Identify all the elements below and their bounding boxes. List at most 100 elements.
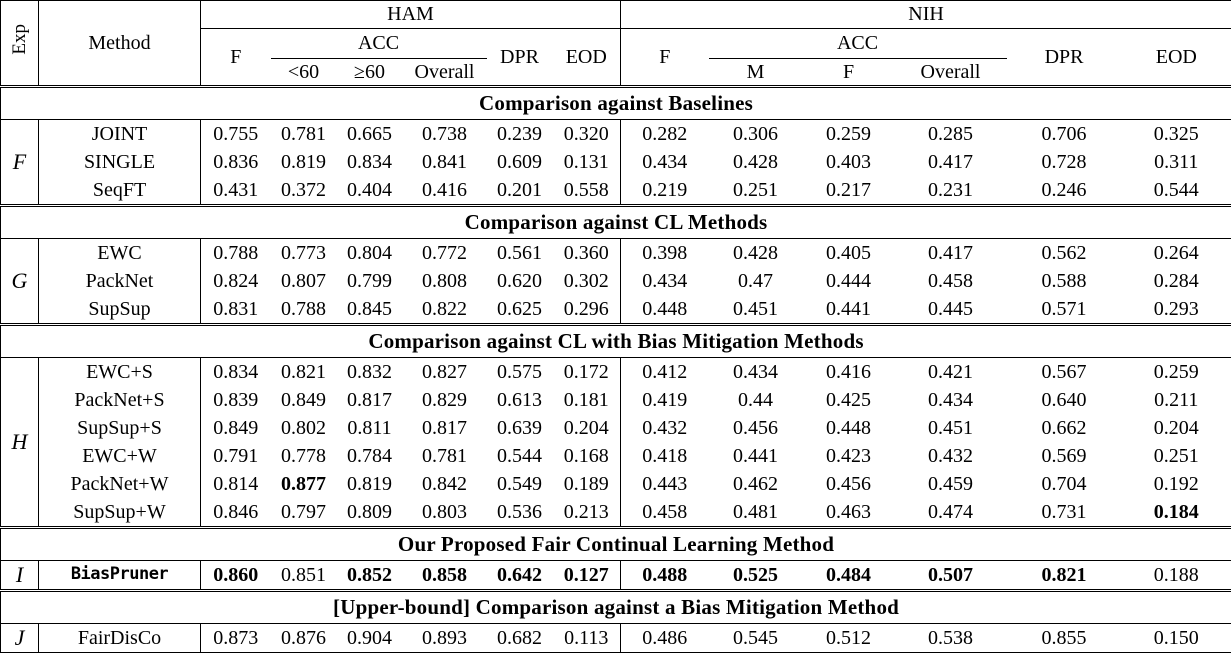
value-cell: 0.444 bbox=[803, 267, 895, 295]
value-cell: 0.811 bbox=[337, 414, 403, 442]
value-cell: 0.416 bbox=[403, 176, 487, 206]
value-cell: 0.459 bbox=[895, 470, 1007, 498]
value-cell: 0.458 bbox=[621, 498, 709, 528]
method-cell: PackNet bbox=[39, 267, 201, 295]
value-cell: 0.172 bbox=[553, 358, 621, 387]
value-cell: 0.251 bbox=[709, 176, 803, 206]
method-cell: SupSup+S bbox=[39, 414, 201, 442]
ham-dpr-header: DPR bbox=[487, 29, 553, 87]
method-cell: EWC+S bbox=[39, 358, 201, 387]
value-cell: 0.834 bbox=[337, 148, 403, 176]
value-cell: 0.434 bbox=[621, 267, 709, 295]
value-cell: 0.639 bbox=[487, 414, 553, 442]
value-cell: 0.839 bbox=[201, 386, 271, 414]
value-cell: 0.458 bbox=[895, 267, 1007, 295]
value-cell: 0.788 bbox=[201, 239, 271, 268]
value-cell: 0.807 bbox=[271, 267, 337, 295]
value-cell: 0.484 bbox=[803, 561, 895, 591]
ham-eod-header: EOD bbox=[553, 29, 621, 87]
value-cell: 0.567 bbox=[1007, 358, 1122, 387]
value-cell: 0.824 bbox=[201, 267, 271, 295]
value-cell: 0.620 bbox=[487, 267, 553, 295]
ham-acc-sub-ge60: ≥60 bbox=[337, 59, 403, 87]
exp-column-header: Exp bbox=[1, 1, 39, 87]
value-cell: 0.213 bbox=[553, 498, 621, 528]
value-cell: 0.284 bbox=[1122, 267, 1231, 295]
value-cell: 0.538 bbox=[895, 624, 1007, 653]
value-cell: 0.431 bbox=[201, 176, 271, 206]
value-cell: 0.544 bbox=[487, 442, 553, 470]
value-cell: 0.512 bbox=[803, 624, 895, 653]
value-cell: 0.456 bbox=[709, 414, 803, 442]
value-cell: 0.474 bbox=[895, 498, 1007, 528]
value-cell: 0.131 bbox=[553, 148, 621, 176]
value-cell: 0.772 bbox=[403, 239, 487, 268]
value-cell: 0.302 bbox=[553, 267, 621, 295]
exp-symbol: J bbox=[1, 624, 39, 653]
value-cell: 0.804 bbox=[337, 239, 403, 268]
ham-acc-sub-lt60: <60 bbox=[271, 59, 337, 87]
value-cell: 0.773 bbox=[271, 239, 337, 268]
value-cell: 0.246 bbox=[1007, 176, 1122, 206]
method-cell: FairDisCo bbox=[39, 624, 201, 653]
value-cell: 0.860 bbox=[201, 561, 271, 591]
section-title-row: Our Proposed Fair Continual Learning Met… bbox=[1, 528, 1231, 561]
value-cell: 0.704 bbox=[1007, 470, 1122, 498]
value-cell: 0.189 bbox=[553, 470, 621, 498]
value-cell: 0.778 bbox=[271, 442, 337, 470]
value-cell: 0.432 bbox=[621, 414, 709, 442]
value-cell: 0.665 bbox=[337, 120, 403, 149]
value-cell: 0.738 bbox=[403, 120, 487, 149]
nih-dpr-header: DPR bbox=[1007, 29, 1122, 87]
value-cell: 0.781 bbox=[271, 120, 337, 149]
value-cell: 0.372 bbox=[271, 176, 337, 206]
section-title: Our Proposed Fair Continual Learning Met… bbox=[1, 528, 1231, 561]
section-title: Comparison against CL Methods bbox=[1, 206, 1231, 239]
value-cell: 0.293 bbox=[1122, 295, 1231, 325]
value-cell: 0.425 bbox=[803, 386, 895, 414]
value-cell: 0.642 bbox=[487, 561, 553, 591]
ham-group-header: HAM bbox=[201, 1, 621, 29]
section-title-row: [Upper-bound] Comparison against a Bias … bbox=[1, 591, 1231, 624]
value-cell: 0.419 bbox=[621, 386, 709, 414]
value-cell: 0.569 bbox=[1007, 442, 1122, 470]
value-cell: 0.204 bbox=[553, 414, 621, 442]
ham-f-header: F bbox=[201, 29, 271, 87]
nih-acc-sub-overall: Overall bbox=[895, 59, 1007, 87]
value-cell: 0.441 bbox=[803, 295, 895, 325]
value-cell: 0.448 bbox=[621, 295, 709, 325]
value-cell: 0.817 bbox=[337, 386, 403, 414]
nih-acc-sub-f: F bbox=[803, 59, 895, 87]
value-cell: 0.852 bbox=[337, 561, 403, 591]
value-cell: 0.819 bbox=[271, 148, 337, 176]
value-cell: 0.445 bbox=[895, 295, 1007, 325]
method-cell: EWC bbox=[39, 239, 201, 268]
value-cell: 0.398 bbox=[621, 239, 709, 268]
value-cell: 0.421 bbox=[895, 358, 1007, 387]
value-cell: 0.829 bbox=[403, 386, 487, 414]
value-cell: 0.251 bbox=[1122, 442, 1231, 470]
value-cell: 0.443 bbox=[621, 470, 709, 498]
value-cell: 0.481 bbox=[709, 498, 803, 528]
value-cell: 0.609 bbox=[487, 148, 553, 176]
value-cell: 0.836 bbox=[201, 148, 271, 176]
ham-acc-sub-overall: Overall bbox=[403, 59, 487, 87]
value-cell: 0.404 bbox=[337, 176, 403, 206]
value-cell: 0.417 bbox=[895, 148, 1007, 176]
section-title-row: Comparison against CL with Bias Mitigati… bbox=[1, 325, 1231, 358]
value-cell: 0.797 bbox=[271, 498, 337, 528]
exp-symbol: I bbox=[1, 561, 39, 591]
value-cell: 0.544 bbox=[1122, 176, 1231, 206]
value-cell: 0.403 bbox=[803, 148, 895, 176]
value-cell: 0.791 bbox=[201, 442, 271, 470]
value-cell: 0.412 bbox=[621, 358, 709, 387]
value-cell: 0.507 bbox=[895, 561, 1007, 591]
